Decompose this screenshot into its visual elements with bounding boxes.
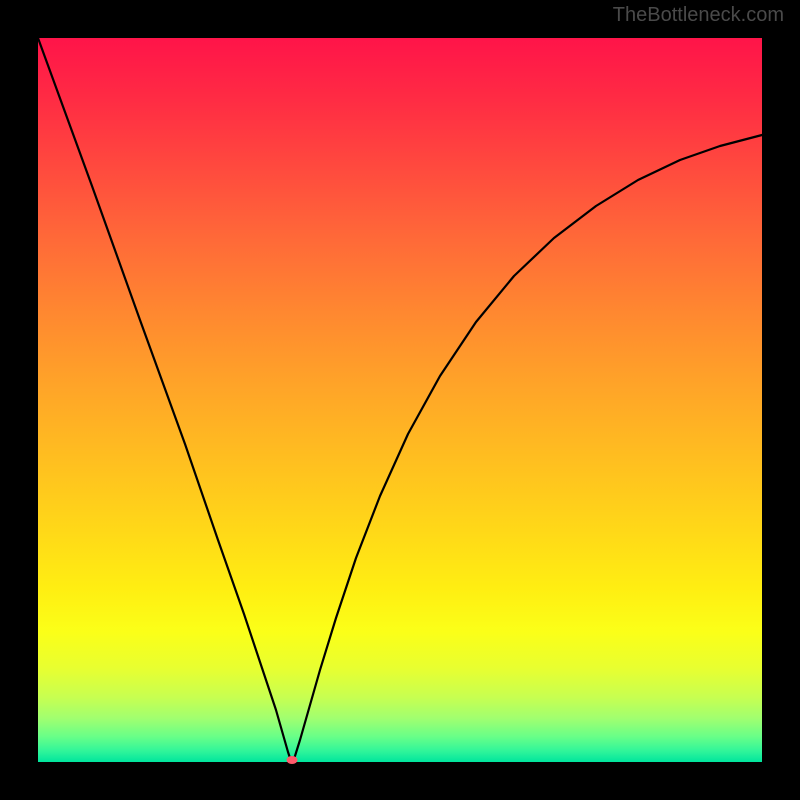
bottleneck-curve xyxy=(38,38,762,762)
watermark-label: TheBottleneck.com xyxy=(613,4,784,27)
plot-area xyxy=(38,38,762,762)
optimal-point-marker xyxy=(287,756,298,764)
curve-path xyxy=(38,38,762,762)
chart-root: TheBottleneck.com xyxy=(0,0,800,800)
